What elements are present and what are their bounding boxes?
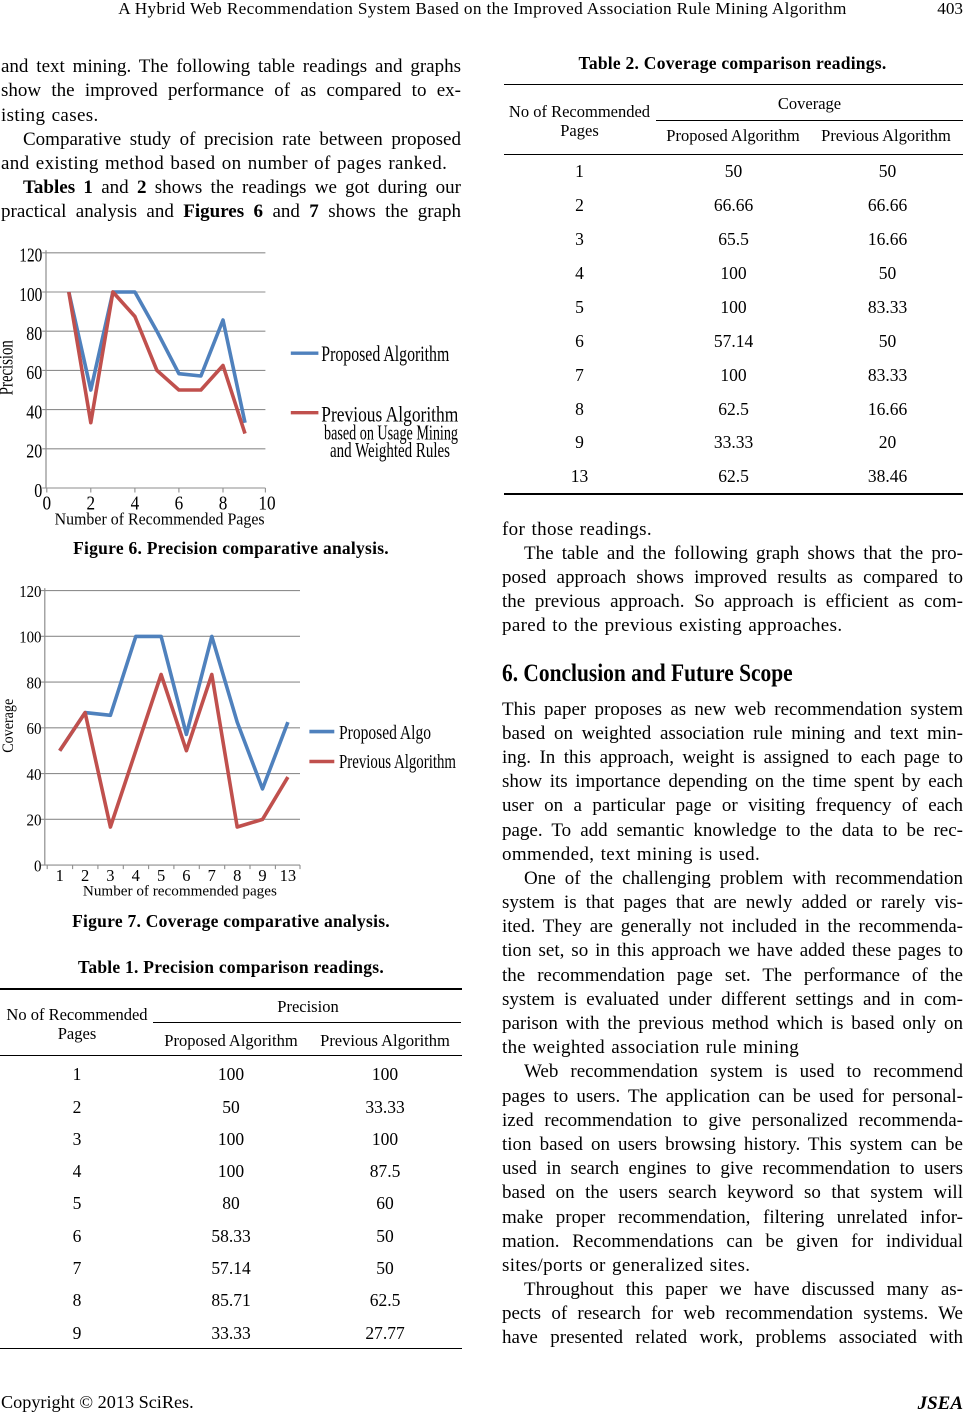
- svg-text:120: 120: [19, 245, 42, 267]
- svg-text:4: 4: [131, 493, 140, 515]
- svg-text:60: 60: [26, 362, 42, 384]
- svg-text:2: 2: [81, 866, 89, 885]
- svg-text:0: 0: [43, 493, 52, 515]
- svg-text:20: 20: [26, 441, 42, 463]
- svg-text:8: 8: [219, 493, 228, 515]
- svg-text:8: 8: [233, 866, 241, 885]
- svg-text:10: 10: [258, 493, 275, 515]
- svg-text:Precision: Precision: [0, 340, 18, 395]
- svg-text:0: 0: [34, 856, 42, 875]
- svg-text:0: 0: [34, 480, 42, 502]
- svg-text:120: 120: [19, 582, 41, 601]
- svg-text:5: 5: [157, 866, 165, 885]
- svg-text:Number of Recommended Pages: Number of Recommended Pages: [55, 510, 265, 529]
- svg-text:based on Usage Mining: based on Usage Mining: [324, 421, 458, 445]
- svg-text:Previous Algorithm: Previous Algorithm: [321, 402, 458, 427]
- svg-text:100: 100: [19, 628, 41, 647]
- svg-text:Previous Algorithm: Previous Algorithm: [339, 751, 456, 773]
- svg-text:and Weighted Rules: and Weighted Rules: [330, 438, 450, 462]
- svg-text:Proposed Algorithm: Proposed Algorithm: [321, 341, 449, 366]
- svg-text:Proposed Algo: Proposed Algo: [339, 722, 431, 744]
- svg-text:40: 40: [27, 765, 42, 784]
- svg-text:20: 20: [27, 811, 42, 830]
- svg-text:1: 1: [56, 866, 64, 885]
- svg-text:6: 6: [175, 493, 184, 515]
- svg-text:Coverage: Coverage: [0, 699, 17, 753]
- svg-text:7: 7: [208, 866, 216, 885]
- svg-text:60: 60: [27, 719, 42, 738]
- svg-text:100: 100: [19, 284, 42, 306]
- svg-text:40: 40: [26, 401, 42, 423]
- svg-text:13: 13: [280, 866, 297, 885]
- svg-text:6: 6: [182, 866, 190, 885]
- svg-text:80: 80: [27, 673, 42, 692]
- svg-text:80: 80: [26, 323, 42, 345]
- svg-text:Number of recommended pages: Number of recommended pages: [83, 884, 277, 900]
- svg-text:4: 4: [132, 866, 140, 885]
- svg-text:3: 3: [106, 866, 114, 885]
- svg-text:2: 2: [87, 493, 96, 515]
- svg-text:9: 9: [258, 866, 266, 885]
